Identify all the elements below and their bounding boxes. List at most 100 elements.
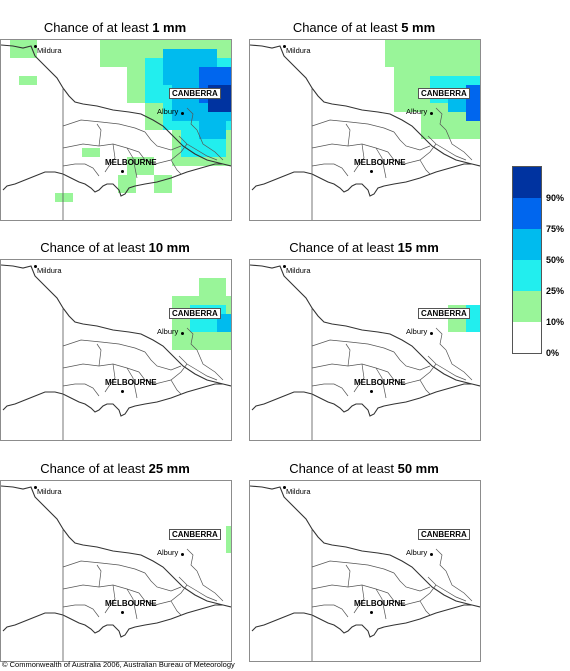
probability-cell [394, 85, 403, 94]
probability-cell [127, 67, 136, 76]
probability-cell [226, 305, 231, 314]
probability-cell [466, 49, 475, 58]
probability-cell [208, 139, 217, 148]
probability-cell [208, 332, 217, 341]
boundary-line [445, 570, 473, 602]
probability-cell [127, 157, 136, 166]
boundary-line [178, 355, 218, 381]
probability-cell [181, 58, 190, 67]
probability-cell [172, 139, 181, 148]
panel-title-1mm: Chance of at least 1 mm [0, 20, 230, 35]
boundary-line [126, 367, 138, 399]
title-amount: 15 mm [397, 240, 439, 255]
probability-cell [226, 58, 231, 67]
probability-cell [448, 67, 457, 76]
place-label-canberra: CANBERRA [418, 88, 470, 99]
probability-cell [163, 94, 172, 103]
boundary-line [170, 600, 182, 616]
map-svg [250, 485, 480, 661]
probability-cell [145, 103, 154, 112]
probability-cell [190, 323, 199, 332]
probability-cell [172, 130, 181, 139]
probability-cell [199, 40, 208, 49]
probability-cell [163, 49, 172, 58]
probability-cell [19, 49, 28, 58]
probability-cell [100, 58, 109, 67]
panel-title-50mm: Chance of at least 50 mm [249, 461, 479, 476]
probability-cell [199, 278, 208, 287]
probability-cell [226, 341, 231, 350]
boundary-line [170, 379, 182, 395]
boundary-line [96, 564, 102, 588]
probability-cell [217, 130, 226, 139]
place-label-melbourne: MELBOURNE [105, 158, 157, 167]
map-svg [250, 264, 480, 440]
probability-cell [217, 112, 226, 121]
probability-cell [217, 85, 226, 94]
probability-cell [208, 67, 217, 76]
probability-cell [199, 148, 208, 157]
probability-cell [136, 40, 145, 49]
boundary-line [138, 143, 188, 165]
probability-cell [163, 85, 172, 94]
title-amount: 10 mm [148, 240, 190, 255]
probability-cell [163, 76, 172, 85]
probability-cell [154, 85, 163, 94]
probability-cell [118, 40, 127, 49]
probability-cell [199, 323, 208, 332]
probability-cell [217, 314, 226, 323]
boundary-line [2, 604, 223, 638]
probability-cell [475, 112, 480, 121]
probability-cell [163, 40, 172, 49]
boundary-line [311, 339, 395, 353]
boundary-line [250, 264, 480, 387]
place-label-mildura: Mildura [37, 487, 62, 496]
probability-cell [55, 193, 64, 202]
probability-cell [403, 58, 412, 67]
boundary-line [138, 584, 188, 606]
probability-cell [154, 175, 163, 184]
boundary-line [126, 588, 138, 620]
probability-cell [145, 166, 154, 175]
probability-cell [172, 296, 181, 305]
legend-label-75: 75% [546, 224, 565, 234]
probability-cell [100, 40, 109, 49]
probability-cell [181, 332, 190, 341]
probability-cell [19, 40, 28, 49]
title-amount: 50 mm [397, 461, 439, 476]
probability-cell [217, 76, 226, 85]
probability-cell [403, 76, 412, 85]
probability-cell [226, 296, 231, 305]
boundary-line [311, 363, 389, 373]
probability-cell [412, 76, 421, 85]
boundary-line [62, 383, 100, 397]
title-prefix: Chance of at least [40, 240, 149, 255]
probability-cell [199, 139, 208, 148]
probability-cell [172, 341, 181, 350]
probability-cell [154, 40, 163, 49]
probability-cell [457, 67, 466, 76]
probability-cell [181, 296, 190, 305]
boundary-line [196, 129, 224, 161]
title-prefix: Chance of at least [292, 20, 402, 35]
probability-cell [190, 157, 199, 166]
probability-cell [226, 130, 231, 139]
probability-cell [127, 85, 136, 94]
probability-cell [181, 130, 190, 139]
boundary-line [1, 485, 231, 608]
probability-cell [199, 287, 208, 296]
place-marker-icon [181, 112, 184, 115]
probability-cell [199, 341, 208, 350]
probability-cell [64, 193, 73, 202]
probability-cell [430, 40, 439, 49]
probability-cell [136, 94, 145, 103]
probability-cell [163, 121, 172, 130]
copyright-notice: © Commonwealth of Australia 2006, Austra… [2, 660, 235, 669]
probability-cell [421, 58, 430, 67]
probability-cell [190, 296, 199, 305]
boundary-line [311, 143, 389, 153]
probability-cell [217, 148, 226, 157]
probability-cell [217, 296, 226, 305]
boundary-line [1, 264, 231, 387]
probability-cell [403, 67, 412, 76]
